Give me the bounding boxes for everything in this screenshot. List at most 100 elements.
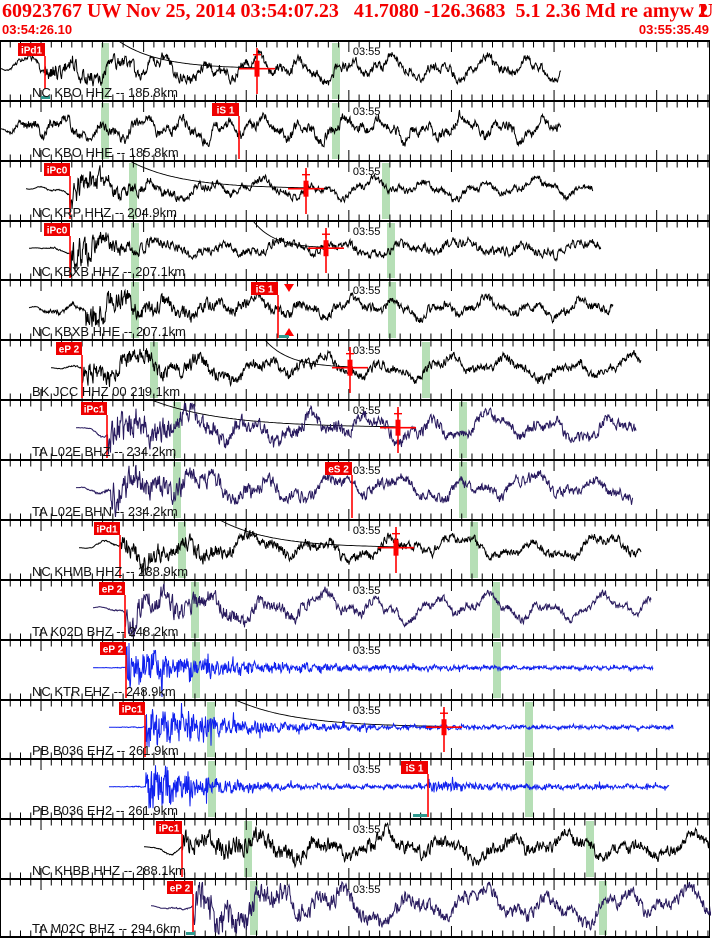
seismogram-canvas[interactable]: 03:55 eP 2 TA K02D BHZ -- 248.2km	[1, 581, 711, 639]
waveform-panel[interactable]: 03:55 iPc0 NC KBXB HHZ -- 207.1km	[0, 220, 710, 279]
station-label: NC KBXB HHZ -- 207.1km	[32, 264, 185, 279]
station-label: NC KHMB HHZ -- 238.9km	[32, 564, 188, 579]
time-ticks	[9, 521, 709, 579]
time-ticks	[9, 401, 709, 459]
minute-label: 03:55	[353, 824, 381, 836]
pick-range-triangle-down	[284, 284, 294, 292]
station-label: NC KBO HHZ -- 185.8km	[32, 85, 178, 100]
waveform-panel[interactable]: 03:55 iPd1 NC KHMB HHZ -- 238.9km	[0, 519, 710, 579]
seismogram-trace	[28, 288, 614, 328]
seismogram-trace	[29, 231, 602, 278]
waveform-panel[interactable]: 03:55 eP 2 BK JCC HHZ 00 219.1km	[0, 339, 710, 399]
phase-pick-flag[interactable]: eP 2	[56, 342, 83, 398]
phase-pick-flag[interactable]: eP 2	[100, 642, 127, 698]
phase-pick-flag[interactable]: iPd1	[94, 522, 121, 578]
amplitude-pick-marker[interactable]	[426, 707, 462, 752]
seismogram-canvas[interactable]: 03:55 iS 1 NC KBXB HHE -- 207.1km	[1, 281, 711, 339]
phase-pick-label: eP 2	[170, 884, 191, 895]
phase-pick-flag[interactable]: eS 2	[325, 462, 353, 518]
time-ticks	[9, 42, 709, 100]
waveform-panel[interactable]: 03:55 iPc1 NC KHBB HHZ -- 288.1km	[0, 818, 710, 878]
waveform-panel[interactable]: 03:55 eP 2 NC KTR EHZ -- 248.9km	[0, 639, 710, 699]
waveform-panel[interactable]: 03:55 eS 2 TA L02E BHN -- 234.2km	[0, 459, 710, 519]
seismogram-canvas[interactable]: 03:55 iPc1 TA L02E BHZ -- 234.2km	[1, 401, 711, 459]
time-ticks	[9, 701, 709, 758]
waveform-panel[interactable]: 03:55 iS 1 NC KBXB HHE -- 207.1km	[0, 279, 710, 339]
residual-marker	[186, 932, 195, 935]
waveform-panel[interactable]: 03:55 iPc1 TA L02E BHZ -- 234.2km	[0, 399, 710, 459]
s-window-band	[586, 821, 594, 877]
station-label: NC KBXB HHE -- 207.1km	[32, 324, 186, 339]
waveform-panel[interactable]: 03:55 iPc0 NC KRP HHZ -- 204.9km	[0, 160, 710, 220]
phase-pick-flag[interactable]: iPd1	[18, 43, 46, 89]
seismogram-canvas[interactable]: 03:55 iS 1 PB B036 EH2 -- 261.9km	[1, 760, 711, 818]
phase-pick-label: iS 1	[406, 764, 424, 775]
coda-decay-curve	[220, 521, 396, 548]
amplitude-pick-marker[interactable]	[380, 407, 416, 453]
seismogram-trace	[76, 402, 637, 455]
s-window-band	[599, 881, 607, 935]
waveform-panel[interactable]: 03:55 iPd1 NC KBO HHZ -- 185.8km	[0, 40, 710, 100]
minute-label: 03:55	[353, 345, 381, 357]
waveform-panel[interactable]: 03:55 eP 2 TA K02D BHZ -- 248.2km	[0, 579, 710, 639]
phase-pick-flag[interactable]: eP 2	[99, 582, 126, 638]
amplitude-pick-marker[interactable]	[288, 168, 324, 214]
coda-decay-curve	[152, 401, 397, 428]
time-ticks	[9, 222, 709, 279]
s-window-band	[191, 582, 199, 638]
phase-pick-label: iPd1	[21, 46, 43, 57]
station-label: TA L02E BHZ -- 234.2km	[32, 444, 176, 459]
minute-label: 03:55	[353, 285, 381, 297]
seismogram-canvas[interactable]: 03:55 iPc1 PB B036 EHZ -- 261.9km	[1, 701, 711, 758]
amplitude-pick-marker[interactable]	[239, 48, 275, 94]
seismogram-canvas[interactable]: 03:55 iS 1 NC KBO HHE -- 185.8km	[1, 102, 711, 160]
amplitude-pick-marker[interactable]	[378, 527, 414, 573]
amplitude-pick-marker[interactable]	[308, 228, 344, 273]
phase-pick-flag[interactable]: iPc1	[156, 821, 183, 877]
time-ticks	[9, 880, 709, 936]
seismogram-canvas[interactable]: 03:55 eP 2 NC KTR EHZ -- 248.9km	[1, 641, 711, 699]
amplitude-pick-marker[interactable]	[332, 347, 368, 393]
residual-marker	[413, 814, 427, 817]
seismogram-canvas[interactable]: 03:55 iPd1 NC KHMB HHZ -- 238.9km	[1, 521, 711, 579]
phase-pick-flag[interactable]: eP 2	[167, 881, 194, 935]
station-label: TA M02C BHZ -- 294.6km	[32, 921, 181, 936]
seismogram-canvas[interactable]: 03:55 iPd1 NC KBO HHZ -- 185.8km	[1, 42, 711, 100]
waveform-panel[interactable]: 03:55 iPc1 PB B036 EHZ -- 261.9km	[0, 699, 710, 758]
seismogram-canvas[interactable]: 03:55 eP 2 BK JCC HHZ 00 219.1km	[1, 341, 711, 399]
minute-label: 03:55	[353, 226, 381, 238]
seismogram-trace	[93, 642, 654, 698]
time-ticks	[9, 341, 709, 399]
waveform-panel[interactable]: 03:55 eP 2 TA M02C BHZ -- 294.6km	[0, 878, 711, 938]
phase-pick-flag[interactable]: iPc1	[81, 402, 108, 458]
phase-pick-flag[interactable]: iS 1	[401, 761, 429, 817]
waveform-panel[interactable]: 03:55 iS 1 NC KBO HHE -- 185.8km	[0, 100, 710, 160]
coda-decay-curve	[236, 701, 443, 727]
minute-label: 03:55	[353, 166, 381, 178]
phase-pick-flag[interactable]: iPc0	[44, 163, 71, 219]
seismogram-canvas[interactable]: 03:55 iPc0 NC KBXB HHZ -- 207.1km	[1, 222, 711, 279]
phase-pick-flag[interactable]: iPc0	[44, 223, 71, 278]
station-label: PB B036 EHZ -- 261.9km	[32, 743, 179, 758]
station-label: BK JCC HHZ 00 219.1km	[32, 384, 180, 399]
phase-pick-flag[interactable]: iPc1	[119, 702, 146, 757]
seismogram-canvas[interactable]: 03:55 iPc0 NC KRP HHZ -- 204.9km	[1, 162, 711, 220]
minute-label: 03:55	[353, 884, 381, 896]
station-label: TA L02E BHN -- 234.2km	[32, 504, 178, 519]
phase-pick-flag[interactable]: iS 1	[251, 282, 279, 338]
s-window-band	[173, 402, 181, 458]
s-window-band	[470, 522, 478, 578]
seismogram-canvas[interactable]: 03:55 eP 2 TA M02C BHZ -- 294.6km	[1, 880, 711, 936]
coda-decay-curve	[253, 222, 326, 248]
s-window-band	[101, 103, 109, 159]
seismogram-canvas[interactable]: 03:55 eS 2 TA L02E BHN -- 234.2km	[1, 461, 711, 519]
station-label: NC KRP HHZ -- 204.9km	[32, 205, 177, 220]
seismogram-canvas[interactable]: 03:55 iPc1 NC KHBB HHZ -- 288.1km	[1, 820, 711, 878]
waveform-panel[interactable]: 03:55 iS 1 PB B036 EH2 -- 261.9km	[0, 758, 710, 818]
pick-range-triangle-up	[284, 328, 294, 336]
seismogram-trace	[144, 821, 710, 869]
phase-pick-flag[interactable]: iS 1	[212, 103, 240, 159]
time-ticks	[9, 281, 709, 339]
station-label: NC KHBB HHZ -- 288.1km	[32, 863, 186, 878]
